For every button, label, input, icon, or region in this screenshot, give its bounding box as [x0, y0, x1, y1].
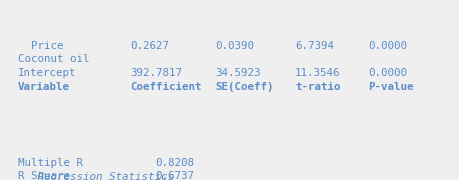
Text: P-value: P-value [367, 82, 413, 92]
Text: Coefficient: Coefficient [130, 82, 201, 92]
Text: SE(Coeff): SE(Coeff) [214, 82, 273, 92]
Text: 11.3546: 11.3546 [294, 68, 340, 78]
Text: Variable: Variable [18, 82, 70, 92]
Text: 0.0000: 0.0000 [367, 41, 406, 51]
Text: Coconut oil: Coconut oil [18, 54, 90, 64]
Text: 0.8208: 0.8208 [155, 158, 194, 168]
Text: 0.2627: 0.2627 [130, 41, 168, 51]
Text: 392.7817: 392.7817 [130, 68, 182, 78]
Text: Multiple R: Multiple R [18, 158, 83, 168]
Text: t-ratio: t-ratio [294, 82, 340, 92]
Text: Regression Statistics: Regression Statistics [18, 172, 174, 180]
Text: 6.7394: 6.7394 [294, 41, 333, 51]
Text: Intercept: Intercept [18, 68, 76, 78]
Text: 0.0390: 0.0390 [214, 41, 253, 51]
Text: 34.5923: 34.5923 [214, 68, 260, 78]
Text: 0.0000: 0.0000 [367, 68, 406, 78]
Text: 0.6737: 0.6737 [155, 171, 194, 180]
Text: Price: Price [18, 41, 63, 51]
Text: R Square: R Square [18, 171, 70, 180]
